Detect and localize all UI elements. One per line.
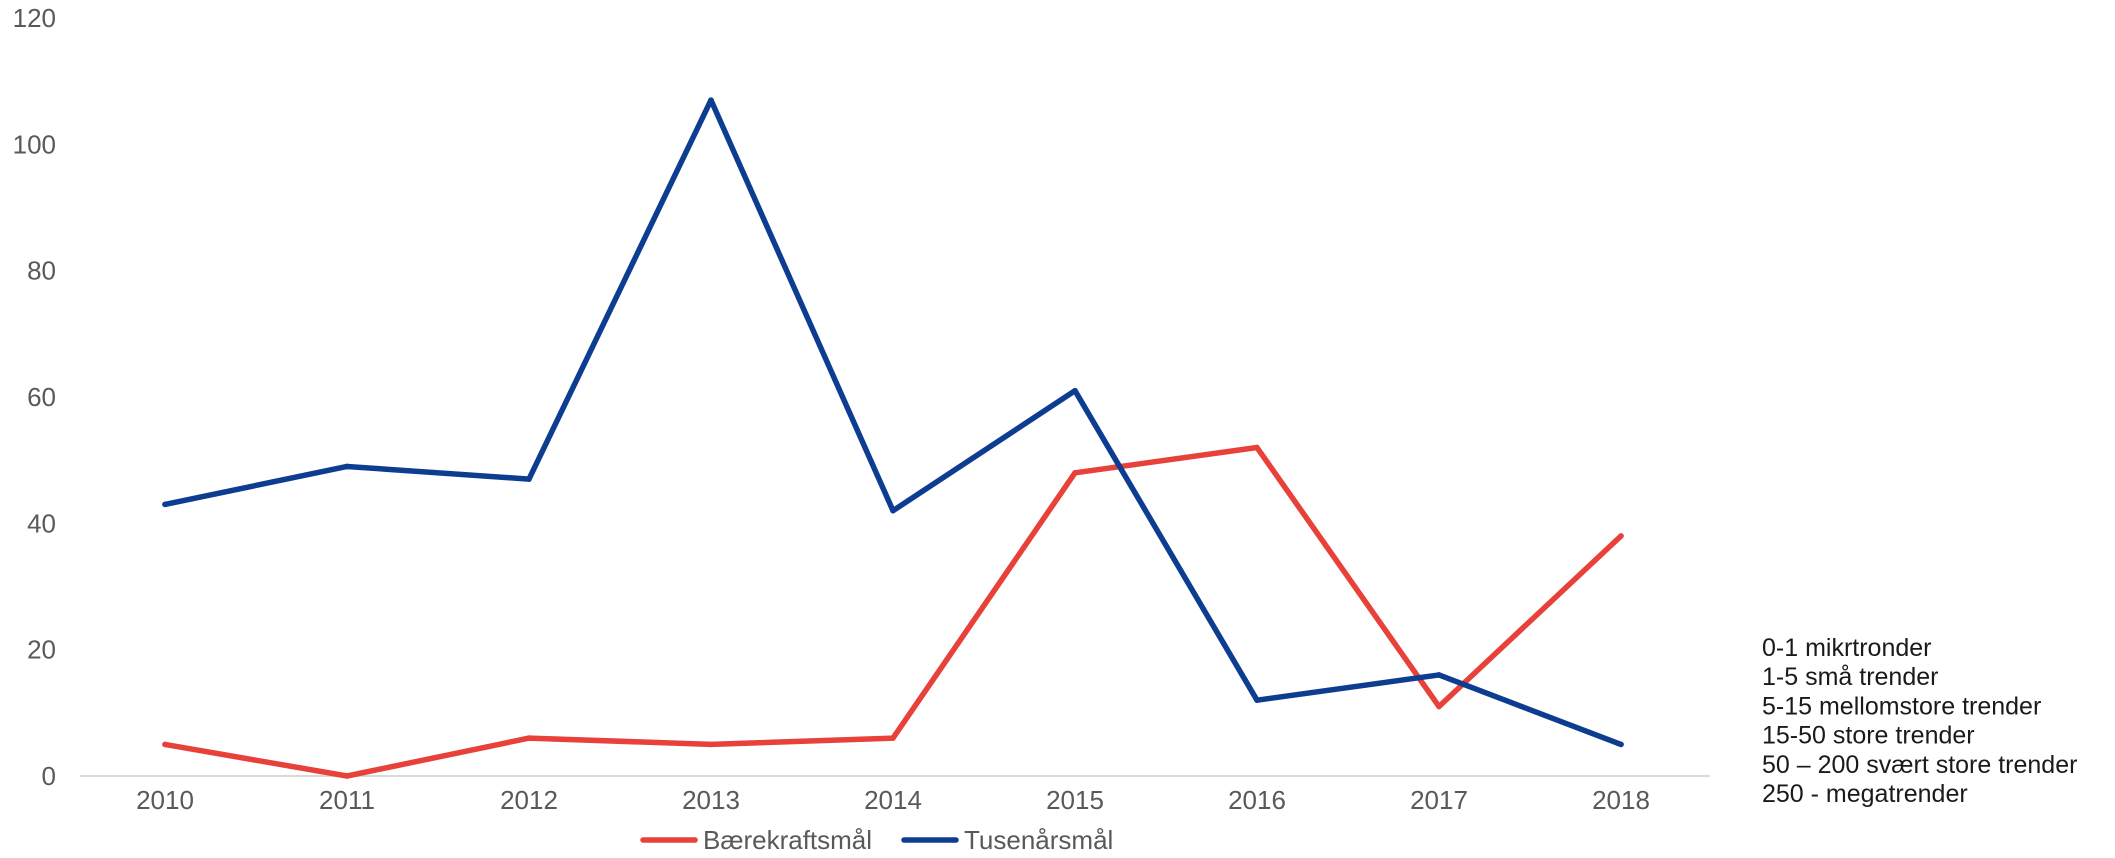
series-line-1 <box>162 97 1624 748</box>
x-tick-label: 2011 <box>319 785 375 815</box>
x-tick-label: 2018 <box>1592 785 1650 815</box>
x-tick-label: 2015 <box>1046 785 1104 815</box>
data-point <box>1436 672 1442 678</box>
data-point <box>1436 703 1442 710</box>
data-point <box>162 501 168 508</box>
legend: Bærekraftsmål Tusenårsmål <box>640 825 1113 855</box>
data-point <box>344 773 350 779</box>
trend-size-note: 5-15 mellomstore trender <box>1762 692 2041 720</box>
x-tick-label: 2013 <box>682 785 740 815</box>
data-point <box>162 741 168 748</box>
legend-label: Tusenårsmål <box>964 825 1113 855</box>
data-point <box>526 476 532 482</box>
y-tick-label: 120 <box>13 3 56 33</box>
y-tick-label: 100 <box>13 129 56 159</box>
trend-size-note: 50 – 200 svært store trender <box>1762 751 2077 779</box>
data-point <box>708 97 714 103</box>
y-tick-label: 20 <box>27 635 56 665</box>
series-lines <box>162 97 1624 779</box>
data-point <box>1254 444 1260 451</box>
x-tick-label: 2017 <box>1410 785 1468 815</box>
trend-size-note: 250 - megatrender <box>1762 780 1968 808</box>
trend-size-note: 15-50 store trender <box>1762 722 1975 750</box>
x-tick-label: 2012 <box>500 785 558 815</box>
data-point <box>1618 741 1624 748</box>
data-point <box>1072 470 1078 476</box>
y-tick-label: 60 <box>27 382 56 412</box>
y-tick-label: 40 <box>27 508 56 538</box>
y-tick-label: 0 <box>42 761 56 791</box>
data-point <box>1072 387 1078 394</box>
data-point <box>344 463 350 470</box>
data-point <box>890 507 896 514</box>
data-point <box>526 735 532 741</box>
y-axis-ticks: 0 20 40 60 80 100 120 <box>13 3 56 791</box>
legend-label: Bærekraftsmål <box>703 825 872 855</box>
trend-size-note: 0-1 mikrtronder <box>1762 634 1932 662</box>
x-tick-label: 2010 <box>136 785 194 815</box>
data-point <box>1618 533 1624 539</box>
series-line-0 <box>162 444 1624 779</box>
data-point <box>1254 697 1260 703</box>
y-tick-label: 80 <box>27 256 56 286</box>
data-point <box>708 741 714 748</box>
trend-size-note: 1-5 små trender <box>1762 663 1938 691</box>
x-tick-label: 2014 <box>864 785 922 815</box>
data-point <box>890 735 896 741</box>
x-tick-label: 2016 <box>1228 785 1286 815</box>
x-axis-ticks: 2010 2011 2012 2013 2014 2015 2016 2017 2018 <box>136 785 1650 815</box>
